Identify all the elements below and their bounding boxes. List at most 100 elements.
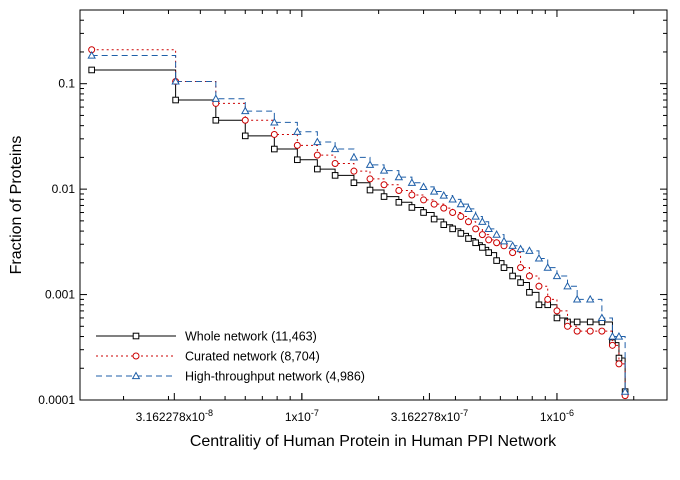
data-point: [457, 213, 465, 221]
data-point: [534, 253, 544, 262]
data-point: [573, 327, 581, 335]
series-3: [87, 50, 630, 395]
data-point: [449, 225, 456, 233]
data-point: [586, 318, 594, 326]
data-point: [564, 322, 572, 330]
legend-label: Curated network (8,704): [185, 350, 320, 364]
legend-label: High-throughput network (4,986): [185, 370, 365, 384]
data-point: [464, 218, 472, 226]
data-point: [553, 307, 561, 315]
data-point: [440, 221, 448, 228]
y-axis-label: Fraction of Proteins: [8, 136, 25, 275]
data-point: [517, 279, 524, 286]
y-tick-label: 0.001: [45, 288, 75, 302]
legend-marker: [132, 352, 140, 360]
data-point: [614, 331, 624, 340]
x-axis: 3.162278x10-8 1x10-7 3.162278x10-7 1x10-6: [123, 10, 635, 424]
data-point: [271, 145, 278, 153]
data-point: [395, 199, 403, 206]
data-point: [379, 166, 389, 174]
series-line: [91, 55, 626, 392]
data-point: [429, 186, 439, 195]
data-point: [88, 66, 95, 74]
series-layer: [87, 46, 630, 400]
series-line: [91, 69, 626, 392]
data-point: [608, 331, 617, 340]
data-point: [517, 264, 525, 272]
legend: Whole network (11,463) Curated network (8…: [96, 330, 365, 384]
data-point: [484, 224, 493, 232]
x-tick-label: 1x10-6: [540, 408, 574, 424]
data-point: [544, 295, 552, 303]
y-axis: 0.1 0.01 0.001 0.0001: [38, 9, 667, 407]
data-point: [293, 141, 301, 149]
data-point: [585, 294, 595, 303]
data-point: [394, 172, 404, 181]
legend-marker: [131, 371, 141, 380]
data-point: [439, 190, 449, 199]
x-tick-label: 3.162278x10-8: [136, 408, 213, 424]
data-point: [464, 204, 473, 212]
legend-marker: [132, 332, 140, 340]
data-point: [598, 327, 606, 335]
data-point: [493, 239, 501, 247]
series-2: [88, 46, 629, 400]
data-point: [380, 193, 388, 200]
data-point: [535, 301, 543, 309]
data-point: [449, 209, 457, 217]
data-point: [350, 167, 358, 175]
data-point: [456, 199, 466, 208]
data-point: [516, 244, 525, 253]
data-point: [586, 327, 594, 335]
data-point: [241, 116, 249, 124]
data-point: [349, 152, 359, 161]
data-point: [241, 132, 249, 140]
data-point: [509, 249, 517, 257]
plot-frame: [79, 9, 668, 401]
data-point: [608, 341, 616, 349]
data-point: [472, 239, 479, 247]
data-point: [525, 272, 533, 280]
x-tick-label: 1x10-7: [285, 408, 319, 424]
data-point: [395, 187, 403, 195]
data-point: [553, 314, 561, 322]
data-point: [87, 50, 96, 59]
data-point: [171, 76, 180, 85]
data-point: [313, 137, 322, 146]
data-point: [573, 318, 581, 326]
legend-label: Whole network (11,463): [185, 330, 317, 344]
data-point: [313, 151, 321, 159]
data-point: [380, 181, 388, 189]
data-point: [331, 172, 339, 179]
data-point: [478, 217, 487, 225]
data-point: [465, 235, 472, 242]
data-point: [478, 231, 486, 239]
data-point: [330, 144, 340, 153]
data-point: [485, 249, 492, 256]
data-point: [500, 264, 508, 271]
y-tick-label: 0.0001: [38, 393, 75, 407]
data-point: [408, 204, 416, 211]
data-point: [366, 186, 374, 194]
x-axis-label: Centralitiy of Human Protein in Human PP…: [190, 433, 557, 450]
data-point: [471, 211, 480, 220]
data-point: [508, 241, 517, 249]
data-point: [172, 96, 179, 104]
data-point: [563, 281, 572, 290]
data-point: [212, 116, 220, 124]
data-point: [366, 175, 374, 183]
data-point: [293, 127, 302, 135]
data-point: [211, 94, 221, 102]
data-point: [597, 313, 607, 322]
data-point: [457, 230, 465, 237]
data-point: [535, 282, 543, 290]
data-point: [365, 160, 375, 168]
data-point: [294, 156, 301, 164]
data-point: [270, 130, 278, 138]
data-point: [525, 246, 534, 254]
series-1: [88, 66, 629, 395]
data-point: [430, 215, 438, 223]
data-point: [552, 271, 562, 280]
data-point: [430, 200, 438, 208]
